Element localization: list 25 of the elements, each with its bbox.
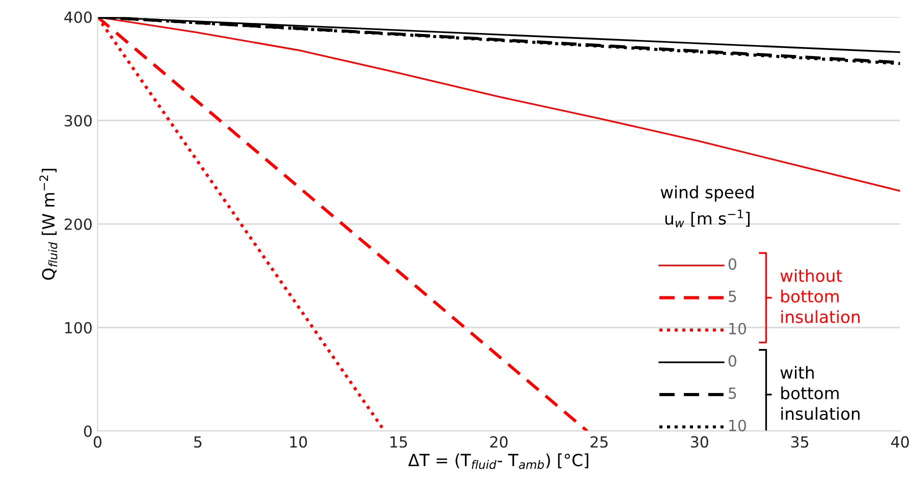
legend-label: 5 [728, 290, 736, 302]
x-tick-label: 20 [490, 436, 508, 448]
legend-label: 0 [728, 355, 736, 367]
x-tick-label: 0 [94, 436, 102, 448]
y-tick-label: 0 [84, 425, 92, 438]
x-tick-label: 35 [791, 436, 808, 448]
x-tick-label: 25 [590, 436, 608, 448]
y-tick-label: 300 [64, 114, 92, 127]
x-axis-title: ΔT = (T$_{fluid}$- T$_{amb}$) [°C] [408, 453, 588, 469]
x-tick-label: 15 [390, 436, 407, 448]
x-tick-label: 40 [891, 436, 909, 448]
y-tick-label: 200 [64, 218, 92, 230]
annotation: with bottom insulation [780, 366, 860, 420]
legend-label: 10 [729, 420, 746, 432]
y-tick-label: 100 [65, 322, 92, 334]
y-tick-label: 400 [64, 11, 92, 24]
legend-label: 0 [728, 258, 736, 270]
x-tick-label: 30 [690, 436, 708, 448]
legend-label: 5 [728, 388, 736, 399]
annotation: without bottom insulation [780, 269, 860, 324]
x-tick-label: 10 [290, 436, 307, 448]
x-tick-label: 5 [194, 436, 202, 448]
legend-title: wind speed u$_{w}$ [m s$^{−1}$] [660, 186, 754, 228]
legend-label: 10 [729, 322, 746, 334]
y-axis-title: Q$_{fluid}$ [W m$^{−2}$] [39, 168, 58, 280]
